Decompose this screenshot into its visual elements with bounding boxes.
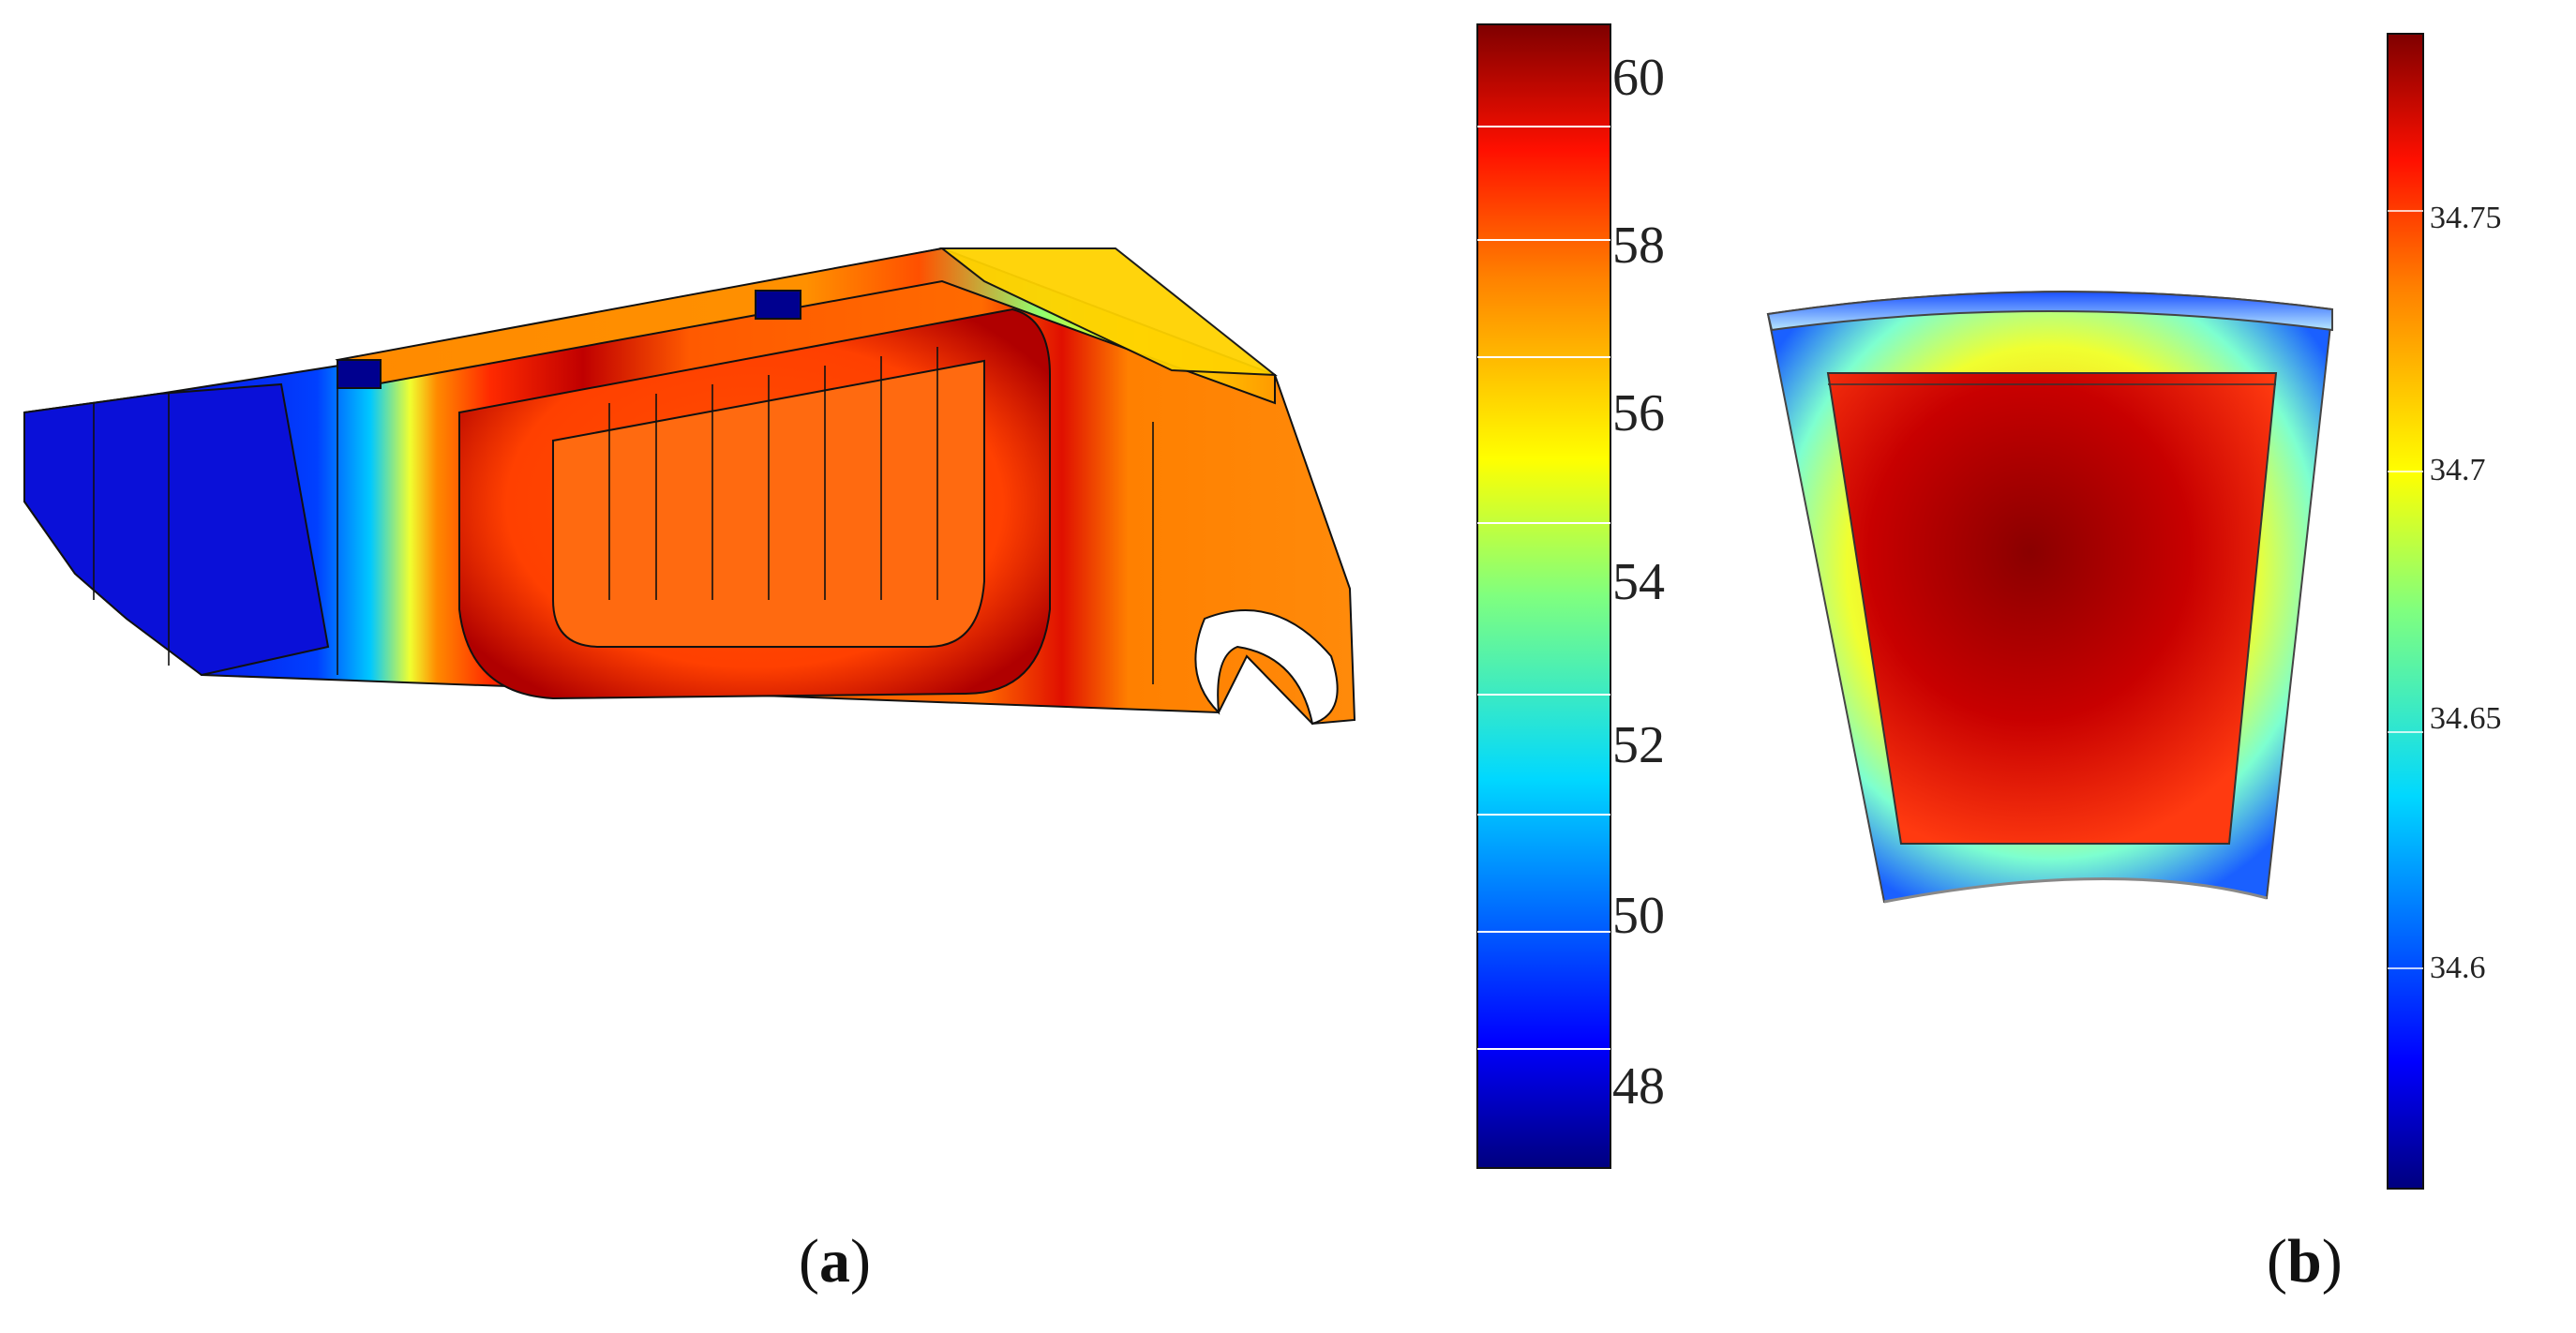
colorbar-a <box>1476 23 1611 1169</box>
panel-label-b: (b) <box>2267 1227 2343 1296</box>
colorbar-a-tick: 52 <box>1612 716 1665 774</box>
colorbar-b-tick: 34.7 <box>2430 453 2486 487</box>
colorbar-b-tick: 34.65 <box>2430 701 2502 736</box>
cross-section <box>1766 291 2334 904</box>
panel-b-figure: 34.6 34.65 34.7 34.75 <box>1766 33 2502 1190</box>
model-body <box>23 247 1356 726</box>
colorbar-a-tick: 58 <box>1612 217 1665 275</box>
panel-a: 48 50 52 54 56 58 60 (a) <box>23 23 1665 1296</box>
colorbar-a-tick: 60 <box>1612 49 1665 107</box>
colorbar-b-tick: 34.6 <box>2430 951 2486 985</box>
colorbar-b-tick: 34.75 <box>2430 201 2502 235</box>
panel-a-figure: 48 50 52 54 56 58 60 <box>23 23 1665 1169</box>
panel-b: 34.6 34.65 34.7 34.75 (b) <box>1744 0 2576 1333</box>
colorbar-a-tick: 54 <box>1612 553 1665 611</box>
panel-label-a: (a) <box>799 1227 871 1296</box>
colorbar-b <box>2387 33 2424 1190</box>
colorbar-a-tick: 56 <box>1612 384 1665 442</box>
colorbar-a-tick: 50 <box>1612 887 1665 945</box>
colorbar-a-tick: 48 <box>1612 1057 1665 1116</box>
